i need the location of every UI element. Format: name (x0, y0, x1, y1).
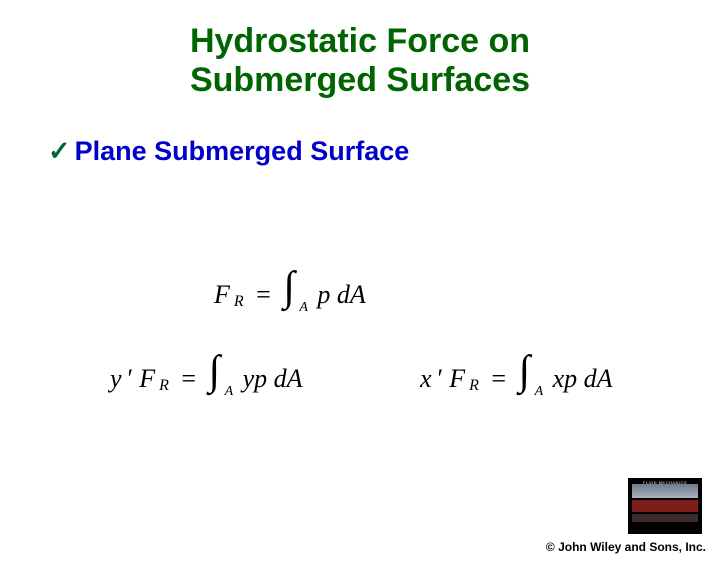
eq3-lhs-sub: R (469, 377, 479, 395)
eq2-lhs-var: F (139, 364, 155, 394)
equals-sign: = (175, 364, 203, 394)
title-line-2: Submerged Surfaces (0, 61, 720, 100)
checkmark-icon: ✓ (48, 136, 71, 167)
copyright-text: © John Wiley and Sons, Inc. (546, 540, 706, 554)
integral-icon: ∫ A (519, 358, 547, 400)
eq2-integrand: yp dA (243, 364, 303, 394)
eq3-lhs-var: F (449, 364, 465, 394)
equation-xprime-fr: x′FR = ∫ A xp dA (420, 358, 613, 400)
equals-sign: = (250, 280, 278, 310)
eq2-int-sub: A (225, 384, 234, 400)
title-line-1: Hydrostatic Force on (0, 22, 720, 61)
equation-fr: FR = ∫ A p dA (214, 274, 366, 316)
equals-sign: = (485, 364, 513, 394)
subtitle-row: ✓ Plane Submerged Surface (48, 136, 720, 167)
eq2-prefix: y (110, 364, 122, 394)
slide-title: Hydrostatic Force on Submerged Surfaces (0, 22, 720, 100)
integral-icon: ∫ A (209, 358, 237, 400)
eq1-lhs-sub: R (234, 293, 244, 311)
eq3-prime: ′ (438, 364, 444, 394)
book-cover-thumbnail: FLUID MECHANICS (628, 478, 702, 534)
eq1-lhs-var: F (214, 280, 230, 310)
integral-icon: ∫ A (283, 274, 311, 316)
eq3-prefix: x (420, 364, 432, 394)
equation-yprime-fr: y′FR = ∫ A yp dA (110, 358, 303, 400)
subtitle-text: Plane Submerged Surface (75, 136, 410, 167)
eq3-int-sub: A (535, 384, 544, 400)
eq1-int-sub: A (299, 300, 308, 316)
eq2-lhs-sub: R (159, 377, 169, 395)
eq2-prime: ′ (128, 364, 134, 394)
eq1-integrand: p dA (317, 280, 365, 310)
eq3-integrand: xp dA (553, 364, 613, 394)
